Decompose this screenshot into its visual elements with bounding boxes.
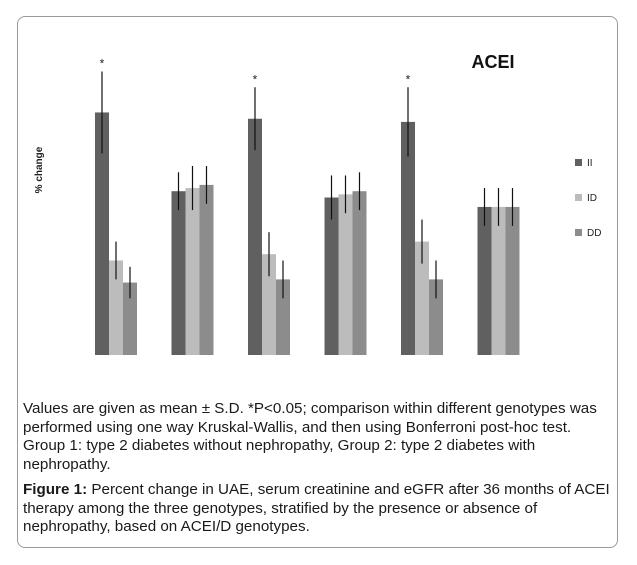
bar-dd-3 [276, 279, 290, 355]
legend-swatch-dd [575, 229, 582, 236]
bar-id-6 [491, 206, 506, 355]
bar-dd-4 [352, 191, 367, 355]
bar-id-5 [415, 241, 429, 355]
chart-title: ACEI [471, 52, 514, 72]
bar-id-3 [262, 254, 276, 355]
bars-layer: * * * [95, 57, 520, 356]
bar-ii-4 [324, 197, 339, 355]
bar-ii-6 [477, 206, 492, 355]
bar-id-2 [185, 188, 200, 355]
bar-id-1 [109, 260, 123, 355]
legend-label-dd: DD [587, 228, 601, 239]
bar-dd-5 [429, 279, 443, 355]
legend-label-id: ID [587, 193, 597, 204]
bar-dd-1 [123, 282, 137, 355]
caption: Values are given as mean ± S.D. *P<0.05;… [23, 400, 615, 544]
bar-ii-1 [95, 112, 109, 355]
figure-caption: Figure 1: Percent change in UAE, serum c… [23, 481, 615, 537]
bar-dd-2 [199, 184, 214, 355]
bar-chart: ACEI % change * * * II ID DD [34, 52, 601, 356]
bar-ii-3 [248, 118, 262, 355]
bar-ii-5 [401, 121, 415, 356]
bar-dd-6 [505, 206, 520, 355]
y-axis-label: % change [34, 146, 45, 193]
legend: II ID DD [575, 158, 601, 239]
legend-swatch-ii [575, 159, 582, 166]
legend-label-ii: II [587, 158, 593, 169]
significance-marker-3: * [253, 72, 258, 86]
significance-marker-1: * [100, 57, 105, 71]
caption-note: Values are given as mean ± S.D. *P<0.05;… [23, 400, 597, 473]
bar-ii-2 [171, 191, 186, 355]
bar-id-4 [338, 194, 353, 355]
legend-swatch-id [575, 194, 582, 201]
significance-marker-5: * [406, 72, 411, 86]
figure-text: Percent change in UAE, serum creatinine … [23, 481, 610, 535]
figure-label: Figure 1: [23, 481, 88, 498]
